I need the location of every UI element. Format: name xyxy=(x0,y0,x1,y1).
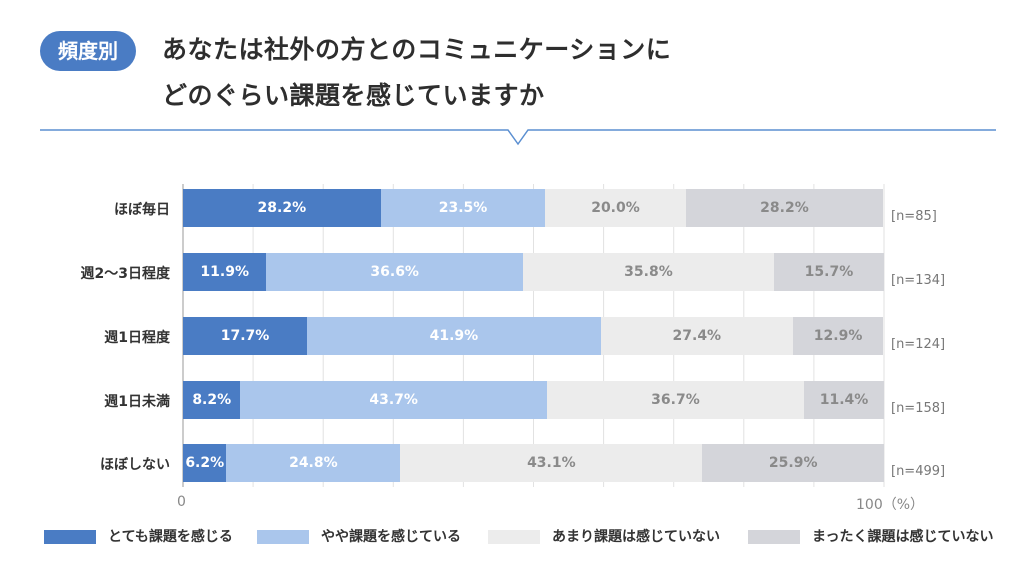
page-title-line2: どのぐらい課題を感じていますか xyxy=(162,81,545,110)
bar-segment: 36.6% xyxy=(266,253,523,291)
legend-label: とても課題を感じる xyxy=(108,529,233,545)
x-axis-unit: （%） xyxy=(882,497,925,513)
page-title-line1: あなたは社外の方とのコミュニケーションに xyxy=(162,35,672,64)
bar-segment: 25.9% xyxy=(702,444,884,482)
sample-size-label: [n=499] xyxy=(891,464,946,479)
bar-segment: 24.8% xyxy=(226,444,401,482)
bar-segment: 15.7% xyxy=(773,253,884,291)
bar-segment: 41.9% xyxy=(307,317,601,355)
bar-segment: 27.4% xyxy=(600,317,793,355)
bar-segment: 23.5% xyxy=(380,189,546,227)
legend-label: まったく課題は感じていない xyxy=(812,529,994,545)
category-label: ほぼしない xyxy=(100,457,170,473)
bar-segment: 43.7% xyxy=(240,381,547,419)
sample-size-label: [n=158] xyxy=(891,401,946,416)
category-badge: 頻度別 xyxy=(40,31,136,71)
bar-segment: 28.2% xyxy=(183,189,381,227)
bar-segment: 28.2% xyxy=(685,189,884,227)
bar-segment: 12.9% xyxy=(792,317,884,355)
sample-size-label: [n=134] xyxy=(891,273,946,288)
legend-swatch xyxy=(488,530,540,544)
bar-segment: 11.9% xyxy=(183,253,267,291)
bar-segment: 35.8% xyxy=(522,253,774,291)
category-label: 週2～3日程度 xyxy=(80,266,170,282)
legend-label: やや課題を感じている xyxy=(321,529,461,545)
sample-size-label: [n=85] xyxy=(891,209,937,224)
legend-label: あまり課題は感じていない xyxy=(552,529,720,545)
bar-segment: 17.7% xyxy=(183,317,308,355)
x-axis-tick-end: 100（%） xyxy=(856,494,924,514)
category-label: 週1日程度 xyxy=(104,330,170,346)
bar-segment: 6.2% xyxy=(183,444,227,482)
legend-swatch xyxy=(44,530,96,544)
x-axis-tick-start: 0 xyxy=(177,494,186,510)
x-axis-tick-end-value: 100 xyxy=(856,497,883,513)
legend-swatch xyxy=(257,530,309,544)
category-label: 週1日未満 xyxy=(104,394,170,410)
bar-segment: 8.2% xyxy=(183,381,241,419)
bar-segment: 11.4% xyxy=(804,381,884,419)
legend-swatch xyxy=(748,530,800,544)
title-divider xyxy=(40,129,996,146)
bar-segment: 36.7% xyxy=(546,381,805,419)
category-label: ほぼ毎日 xyxy=(114,202,170,218)
bar-segment: 20.0% xyxy=(545,189,686,227)
bar-segment: 43.1% xyxy=(400,444,703,482)
sample-size-label: [n=124] xyxy=(891,337,946,352)
